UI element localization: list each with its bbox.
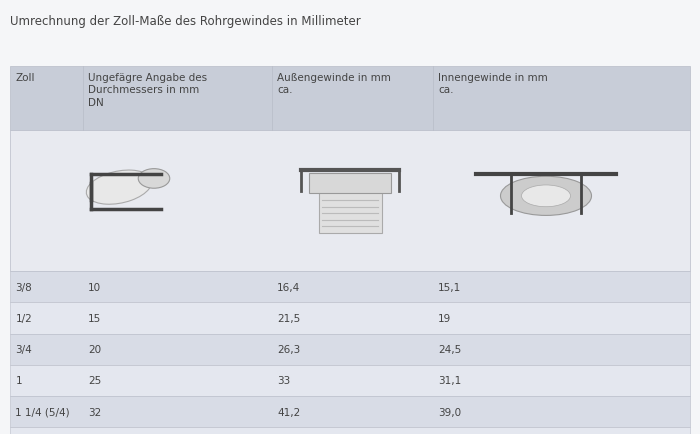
Ellipse shape: [86, 171, 152, 205]
FancyBboxPatch shape: [10, 427, 690, 434]
Text: 32: 32: [88, 407, 102, 417]
Text: 16,4: 16,4: [277, 282, 300, 292]
Text: 31,1: 31,1: [438, 376, 461, 385]
Text: 21,5: 21,5: [277, 313, 300, 323]
Text: 15,1: 15,1: [438, 282, 461, 292]
Text: 26,3: 26,3: [277, 345, 300, 354]
FancyBboxPatch shape: [10, 396, 690, 427]
Text: 3/4: 3/4: [15, 345, 32, 354]
Text: Innengewinde in mm
ca.: Innengewinde in mm ca.: [438, 72, 548, 95]
FancyBboxPatch shape: [10, 302, 690, 334]
Text: 39,0: 39,0: [438, 407, 461, 417]
Text: 10: 10: [88, 282, 102, 292]
Text: Zoll: Zoll: [15, 72, 35, 82]
Ellipse shape: [139, 169, 169, 189]
Text: 33: 33: [277, 376, 290, 385]
Text: Umrechnung der Zoll-Maße des Rohrgewindes in Millimeter: Umrechnung der Zoll-Maße des Rohrgewinde…: [10, 15, 360, 28]
Ellipse shape: [522, 186, 570, 207]
FancyBboxPatch shape: [10, 130, 690, 271]
Text: Ungefägre Angabe des
Durchmessers in mm
DN: Ungefägre Angabe des Durchmessers in mm …: [88, 72, 207, 108]
Text: 25: 25: [88, 376, 102, 385]
Text: 19: 19: [438, 313, 452, 323]
Text: 20: 20: [88, 345, 102, 354]
FancyBboxPatch shape: [10, 365, 690, 396]
Text: 41,2: 41,2: [277, 407, 300, 417]
Text: Außengewinde in mm
ca.: Außengewinde in mm ca.: [277, 72, 391, 95]
Text: 1 1/4 (5/4): 1 1/4 (5/4): [15, 407, 70, 417]
Text: 24,5: 24,5: [438, 345, 461, 354]
Text: 15: 15: [88, 313, 102, 323]
Text: 3/8: 3/8: [15, 282, 32, 292]
Text: 1: 1: [15, 376, 22, 385]
FancyBboxPatch shape: [10, 271, 690, 302]
FancyBboxPatch shape: [318, 190, 382, 233]
FancyBboxPatch shape: [10, 334, 690, 365]
Text: 1/2: 1/2: [15, 313, 32, 323]
Ellipse shape: [500, 177, 592, 216]
FancyBboxPatch shape: [309, 173, 391, 194]
FancyBboxPatch shape: [10, 67, 690, 130]
